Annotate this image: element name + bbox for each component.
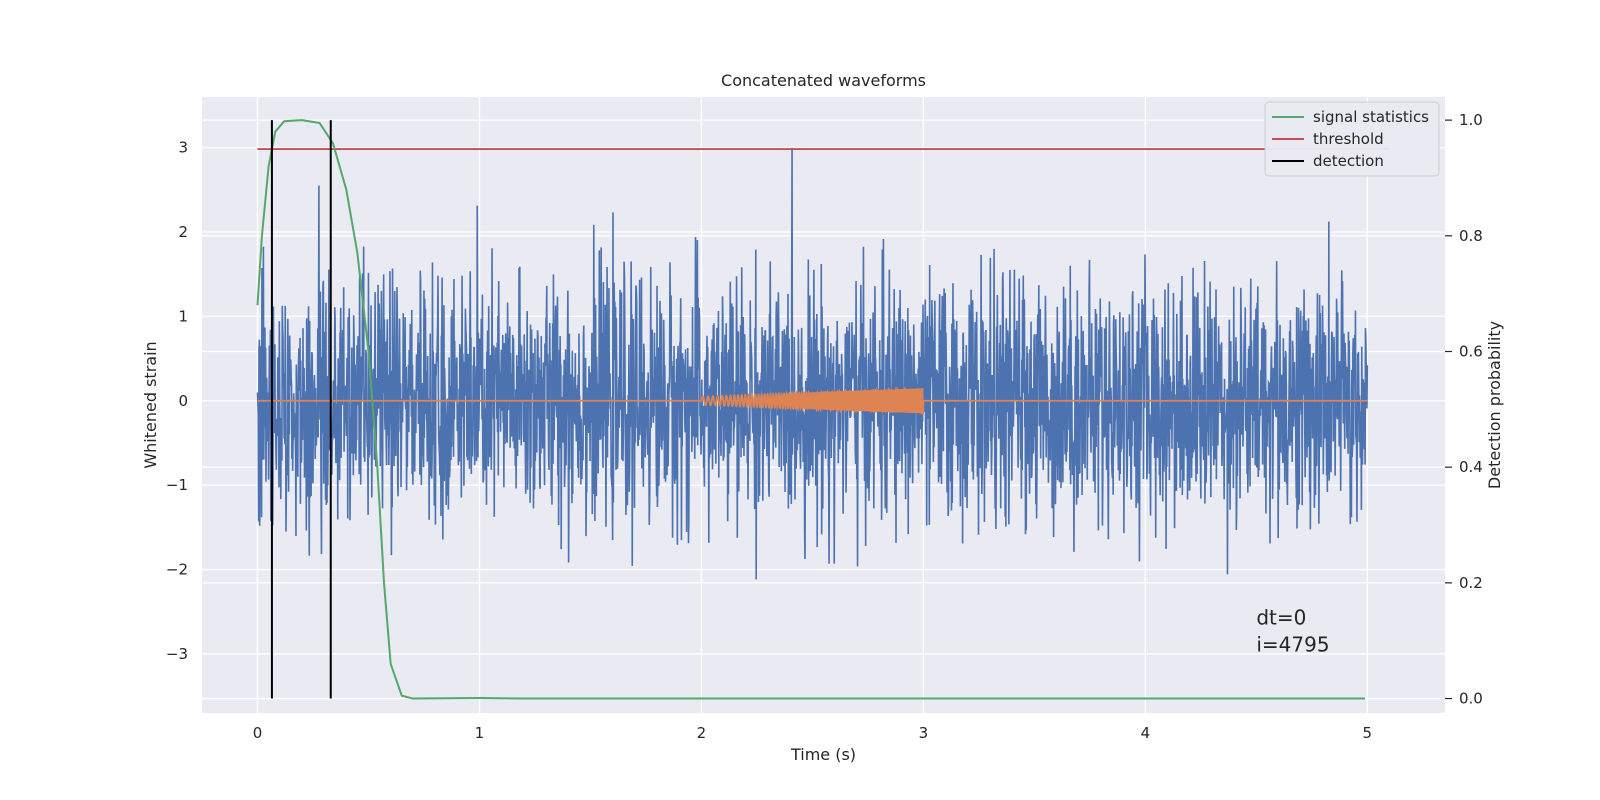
x-tick-label: 5 bbox=[1363, 724, 1373, 742]
series-whitened-strain bbox=[256, 147, 1369, 580]
y-axis-left-label: Whitened strain bbox=[141, 341, 160, 468]
y-left-tick-label: 3 bbox=[178, 139, 188, 157]
x-tick-label: 1 bbox=[475, 724, 485, 742]
y-left-tick-label: −1 bbox=[166, 476, 188, 494]
legend-entry-label: signal statistics bbox=[1313, 108, 1429, 126]
x-tick-label: 4 bbox=[1141, 724, 1151, 742]
y-right-tick-label: 0.0 bbox=[1459, 690, 1483, 708]
y-right-tick-label: 0.2 bbox=[1459, 574, 1483, 592]
x-tick-label: 2 bbox=[697, 724, 707, 742]
y-left-tick-label: 2 bbox=[178, 223, 188, 241]
series-injected-chirp bbox=[257, 386, 1368, 416]
series-layer bbox=[256, 119, 1390, 700]
y-left-tick-label: −2 bbox=[166, 561, 188, 579]
legend-entry-label: threshold bbox=[1313, 130, 1384, 148]
y-right-tick-label: 0.8 bbox=[1459, 227, 1483, 245]
y-axis-right-label: Detection probability bbox=[1485, 321, 1504, 489]
y-right-tick-label: 0.6 bbox=[1459, 342, 1483, 360]
annotation-dt: dt=0 bbox=[1256, 605, 1306, 629]
legend: signal statistics threshold detection bbox=[1264, 101, 1440, 177]
ticks-layer: 0 1 2 3 4 5 −3 −2 −1 0 1 2 3 0.0 0.2 0.4 0.6 0.8 1.0 bbox=[166, 111, 1483, 742]
y-left-tick-label: 1 bbox=[178, 307, 188, 325]
legend-entry-label: detection bbox=[1313, 152, 1384, 170]
legend-box bbox=[1264, 101, 1440, 177]
y-left-tick-label: −3 bbox=[166, 645, 188, 663]
y-right-tick-label: 1.0 bbox=[1459, 111, 1483, 129]
y-right-tick-label: 0.4 bbox=[1459, 458, 1483, 476]
series-signal-statistics bbox=[256, 119, 1366, 700]
y-left-tick-label: 0 bbox=[178, 392, 188, 410]
x-tick-label: 0 bbox=[253, 724, 263, 742]
x-tick-label: 3 bbox=[919, 724, 929, 742]
x-axis-label: Time (s) bbox=[790, 745, 856, 764]
annotation-index: i=4795 bbox=[1256, 632, 1329, 656]
chart-title: Concatenated waveforms bbox=[721, 71, 926, 90]
